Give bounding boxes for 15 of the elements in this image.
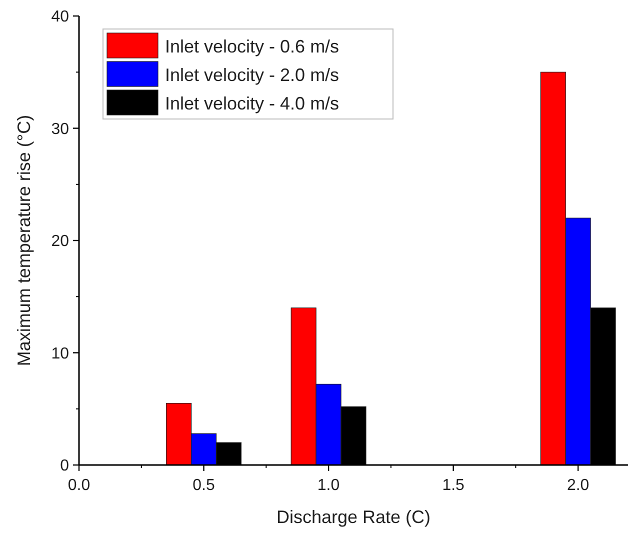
x-tick-label: 1.0 <box>317 477 340 494</box>
x-tick-label: 1.5 <box>442 477 465 494</box>
y-axis-title: Maximum temperature rise (°C) <box>14 114 34 366</box>
y-tick-label: 0 <box>60 458 70 475</box>
y-tick-label: 40 <box>51 8 70 26</box>
legend-label: Inlet velocity - 0.6 m/s <box>165 36 340 56</box>
legend-label: Inlet velocity - 4.0 m/s <box>165 93 340 114</box>
y-tick-label: 30 <box>51 120 70 138</box>
x-tick-label: 2.0 <box>566 477 590 494</box>
x-tick-label: 0.0 <box>68 477 90 494</box>
legend-label: Inlet velocity - 2.0 m/s <box>165 64 340 85</box>
y-tick-label: 10 <box>51 345 70 362</box>
y-tick-label: 20 <box>51 233 70 250</box>
x-axis-title: Discharge Rate (C) <box>276 507 431 527</box>
x-tick-label: 0.5 <box>192 477 215 494</box>
